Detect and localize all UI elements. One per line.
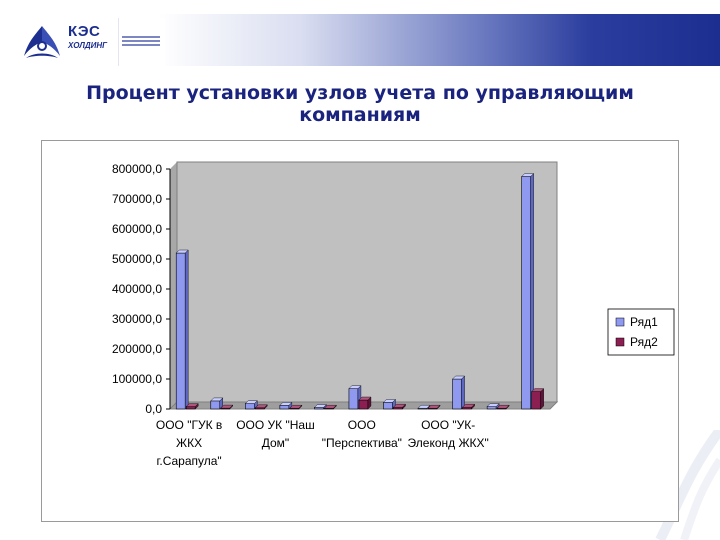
bar-Ряд2 (358, 399, 369, 410)
bar-Ряд1 (279, 405, 290, 410)
y-tick-label: 600000,0 (112, 222, 162, 236)
y-tick-label: 200000,0 (112, 342, 162, 356)
page-title: Процент установки узлов учета по управля… (0, 82, 720, 126)
logo-title: КЭС (68, 23, 101, 40)
chart-frame: 800000,0 700000,0 600000,0 500000,0 400000,0… (41, 140, 679, 522)
bar-top-Ряд1 (210, 397, 224, 402)
x-category-label: ЖКХ (176, 436, 202, 450)
legend-swatch-Ряд1 (615, 317, 625, 327)
x-category-label: г.Сарапула" (156, 454, 221, 468)
y-tick-label: 0,0 (145, 402, 162, 416)
bar-Ряд1 (314, 407, 324, 410)
bar-Ряд1 (245, 403, 255, 410)
bar-top-Ряд2 (254, 404, 268, 408)
bar-Ряд1 (383, 402, 393, 410)
bar-top-Ряд2 (462, 404, 476, 408)
page-title-line-2: компаниям (299, 104, 421, 126)
bar-top-Ряд2 (427, 405, 441, 409)
bar-Ряд2 (531, 391, 541, 410)
bar-Ряд2 (462, 406, 472, 410)
decorative-swoosh (655, 430, 720, 540)
bar-top-Ряд2 (358, 396, 372, 401)
plot-area (176, 161, 558, 403)
bar-top-Ряд1 (279, 402, 293, 406)
y-tick-label: 700000,0 (112, 192, 162, 206)
y-tick-label: 800000,0 (112, 162, 162, 176)
bar-top-Ряд1 (313, 404, 327, 408)
x-category-label: ООО "УК- (421, 418, 475, 432)
x-category-label: Дом" (262, 436, 289, 450)
bar-top-Ряд2 (289, 405, 303, 409)
y-tick-label: 300000,0 (112, 312, 162, 326)
bar-side-Ряд1 (185, 249, 189, 410)
x-category-label: ООО УК "Наш (236, 418, 315, 432)
bar-top-Ряд2 (496, 405, 510, 409)
bar-chart: 800000,0 700000,0 600000,0 500000,0 400000,0… (112, 161, 675, 468)
bar-top-Ряд1 (348, 385, 362, 389)
y-tick-label: 400000,0 (112, 282, 162, 296)
bar-Ряд2 (393, 406, 403, 410)
bar-Ряд1 (521, 176, 531, 410)
x-category-label: ООО "ГУК в (156, 418, 222, 432)
logo-holding-text: ХОЛДИНГ (68, 41, 108, 50)
legend-box (607, 308, 675, 356)
bar-Ряд1 (175, 252, 186, 410)
logo-subtitle-box (118, 18, 165, 66)
logo-tagline-lines (122, 34, 160, 48)
y-tick-label: 500000,0 (112, 252, 162, 266)
bar-Ряд1 (348, 388, 359, 410)
bar-top-Ряд1 (452, 375, 466, 380)
x-category-label: ООО (348, 418, 376, 432)
page-title-line-1: Процент установки узлов учета по управля… (86, 82, 634, 104)
bar-top-Ряд1 (383, 399, 396, 403)
bar-Ряд1 (486, 406, 497, 410)
bar-top-Ряд2 (531, 388, 545, 392)
bar-top-Ряд2 (185, 403, 199, 407)
bar-top-Ряд1 (486, 403, 500, 407)
bar-top-Ряд1 (521, 173, 535, 177)
bar-Ряд1 (210, 400, 221, 410)
bar-top-Ряд2 (323, 405, 337, 409)
bar-side-Ряд1 (461, 375, 465, 410)
legend-label-Ряд1: Ряд1 (630, 315, 658, 329)
bar-top-Ряд1 (244, 400, 258, 404)
bar-top-Ряд2 (220, 404, 234, 409)
bar-Ряд2 (185, 406, 196, 410)
bar-Ряд1 (452, 378, 462, 410)
logo-mark-icon (24, 26, 60, 58)
bar-top-Ряд1 (175, 249, 189, 254)
bar-side-Ряд2 (540, 388, 544, 410)
y-tick-label: 100000,0 (112, 372, 162, 386)
plot-side-wall (170, 162, 177, 409)
bar-side-Ряд1 (530, 173, 534, 410)
legend-label-Ряд2: Ряд2 (630, 335, 658, 349)
bar-top-Ряд2 (393, 404, 406, 408)
bar-top-Ряд1 (417, 405, 431, 409)
legend-swatch-Ряд2 (615, 337, 625, 347)
x-category-label: "Перспектива" (322, 436, 402, 450)
x-category-label: Элеконд ЖКХ" (408, 436, 489, 450)
